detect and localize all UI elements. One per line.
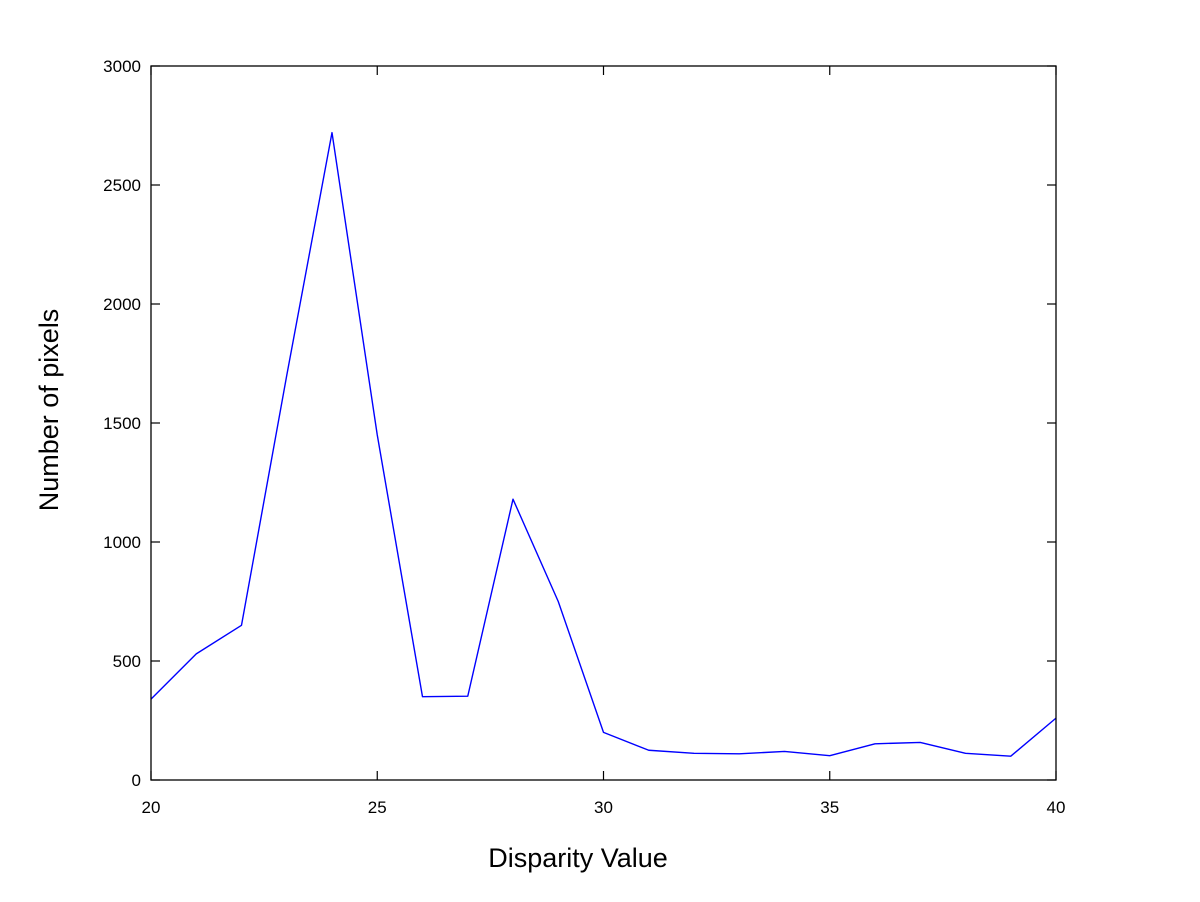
series-layer bbox=[150, 131, 1057, 757]
y-tick-label: 500 bbox=[113, 652, 141, 671]
y-axis-title: Number of pixels bbox=[34, 309, 64, 512]
series-line bbox=[150, 131, 1057, 757]
x-axis-title: Disparity Value bbox=[488, 843, 668, 873]
plot-frame bbox=[150, 65, 1057, 781]
x-tick-label: 40 bbox=[1047, 798, 1066, 817]
plot-area bbox=[151, 66, 1056, 780]
y-tick-label: 2500 bbox=[103, 176, 141, 195]
x-tick-label: 20 bbox=[142, 798, 161, 817]
y-tick-label: 2000 bbox=[103, 295, 141, 314]
x-tick-label: 25 bbox=[368, 798, 387, 817]
x-tick-label: 35 bbox=[820, 798, 839, 817]
y-tick-label: 1000 bbox=[103, 533, 141, 552]
y-tick-label: 3000 bbox=[103, 57, 141, 76]
y-tick-label: 0 bbox=[132, 771, 141, 790]
x-tick-label: 30 bbox=[594, 798, 613, 817]
y-tick-label: 1500 bbox=[103, 414, 141, 433]
axis-tick-labels: 20 25 30 35 40 0 500 1000 1500 2000 2500 3000 bbox=[103, 57, 1065, 817]
